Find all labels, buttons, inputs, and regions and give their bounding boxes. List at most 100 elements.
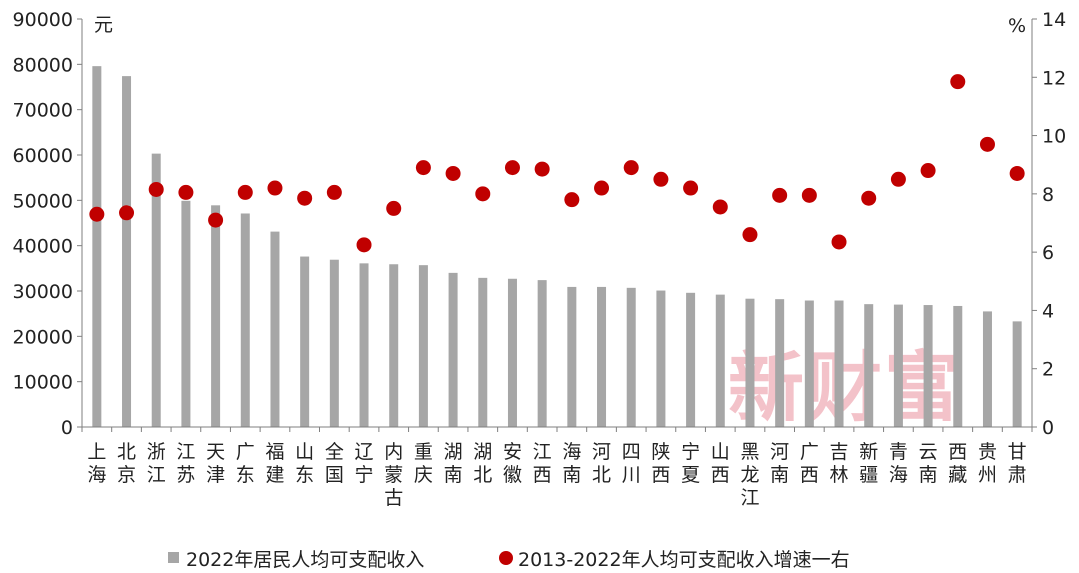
category-char: 蒙: [384, 464, 403, 486]
income-bar: [448, 272, 458, 427]
category-char: 疆: [859, 464, 878, 486]
category-char: 海: [87, 464, 106, 486]
category-label: 吉林: [830, 441, 849, 486]
dot-series: [89, 74, 1025, 253]
category-char: 北: [117, 441, 136, 463]
growth-dot: [504, 160, 520, 176]
left-tick-label: 20000: [13, 326, 73, 348]
category-char: 新: [859, 441, 878, 463]
growth-dot: [801, 187, 817, 203]
right-tick-label: 2: [1042, 359, 1054, 381]
left-tick-label: 80000: [13, 54, 73, 76]
legend-bar-swatch: [168, 552, 179, 563]
growth-dot: [148, 181, 164, 197]
category-char: 州: [978, 464, 997, 486]
income-bar: [507, 278, 517, 427]
right-tick-label: 12: [1042, 67, 1066, 89]
category-label: 新疆: [859, 441, 878, 486]
category-char: 安: [503, 441, 522, 463]
left-tick-label: 0: [61, 417, 73, 439]
category-label: 青海: [889, 441, 908, 486]
category-char: 江: [147, 464, 166, 486]
category-char: 藏: [948, 464, 967, 486]
income-bar: [745, 298, 755, 427]
category-char: 黑: [740, 441, 759, 463]
category-char: 南: [562, 464, 581, 486]
income-bar: [122, 76, 132, 428]
income-bar: [775, 299, 785, 427]
category-char: 宁: [681, 441, 700, 463]
growth-dot: [594, 180, 610, 196]
growth-dot: [979, 136, 995, 152]
category-label: 宁夏: [681, 441, 700, 486]
growth-dot: [683, 180, 699, 196]
category-char: 湖: [473, 441, 492, 463]
growth-dot: [623, 160, 639, 176]
income-bar: [300, 256, 310, 427]
growth-dot: [445, 165, 461, 181]
growth-dot: [861, 190, 877, 206]
right-tick-label: 14: [1042, 9, 1066, 31]
watermark-text: 新财富: [728, 343, 962, 432]
income-bar: [151, 153, 161, 427]
income-bar: [389, 264, 399, 427]
left-tick-label: 30000: [13, 281, 73, 303]
category-char: 内: [384, 441, 403, 463]
category-char: 江: [176, 441, 195, 463]
category-char: 南: [919, 464, 938, 486]
income-bar: [656, 290, 666, 427]
category-label: 海南: [562, 441, 581, 486]
category-label: 上海: [87, 441, 106, 486]
category-char: 海: [889, 464, 908, 486]
category-char: 国: [325, 464, 344, 486]
category-char: 北: [592, 464, 611, 486]
growth-dot: [564, 192, 580, 208]
legend-dot-label: 2013-2022年人均可支配收入增速一右: [518, 549, 850, 571]
category-label: 河北: [592, 441, 611, 486]
income-bar: [240, 213, 250, 427]
category-char: 山: [295, 441, 314, 463]
category-label: 全国: [325, 441, 344, 486]
right-tick-label: 6: [1042, 242, 1054, 264]
growth-dot: [386, 200, 402, 216]
growth-dot: [742, 227, 758, 243]
category-label: 山东: [295, 441, 314, 486]
category-char: 吉: [830, 441, 849, 463]
category-char: 西: [533, 464, 552, 486]
income-bar: [953, 305, 963, 427]
income-bar: [834, 300, 844, 427]
right-tick-label: 10: [1042, 126, 1066, 148]
category-char: 东: [236, 464, 255, 486]
left-tick-label: 70000: [13, 100, 73, 122]
category-label: 湖北: [473, 441, 492, 486]
category-char: 陕: [651, 441, 670, 463]
income-bar: [92, 66, 102, 427]
growth-dot: [297, 190, 313, 206]
category-char: 河: [770, 441, 789, 463]
left-axis-unit: 元: [94, 14, 113, 36]
category-char: 苏: [176, 464, 195, 486]
category-char: 川: [622, 464, 641, 486]
income-bar: [270, 231, 280, 427]
growth-dot: [326, 184, 342, 200]
category-char: 西: [800, 464, 819, 486]
category-char: 西: [711, 464, 730, 486]
category-char: 夏: [681, 464, 700, 486]
income-bar: [181, 200, 191, 427]
growth-dot: [89, 206, 105, 222]
right-tick-label: 8: [1042, 184, 1054, 206]
income-bar: [537, 280, 547, 427]
growth-dot: [653, 171, 669, 187]
category-char: 林: [830, 464, 849, 486]
category-char: 上: [87, 441, 106, 463]
category-char: 江: [740, 487, 759, 509]
growth-dot: [831, 234, 847, 250]
growth-dot: [712, 199, 728, 215]
income-bar: [597, 286, 607, 427]
category-label: 贵州: [978, 441, 997, 486]
category-label: 辽宁: [355, 441, 374, 486]
category-char: 津: [206, 464, 225, 486]
bar-series: [92, 66, 1022, 428]
category-label: 甘肃: [1008, 441, 1027, 486]
